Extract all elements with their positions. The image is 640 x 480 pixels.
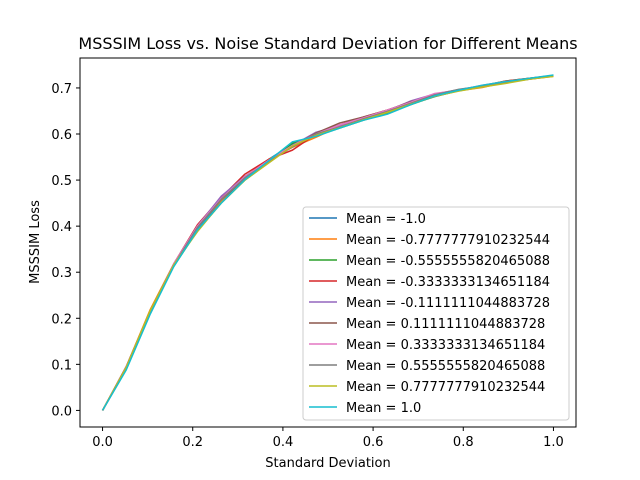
y-tick-label: 0.3 [51, 266, 72, 281]
y-tick-label: 0.4 [51, 220, 72, 235]
y-tick-label: 0.5 [51, 174, 72, 189]
x-tick-label: 1.0 [543, 435, 564, 450]
legend-label-1: Mean = -0.7777777910232544 [346, 233, 550, 248]
chart-title: MSSSIM Loss vs. Noise Standard Deviation… [78, 34, 577, 53]
y-tick-label: 0.0 [51, 404, 72, 419]
y-tick-label: 0.7 [51, 82, 72, 97]
legend-label-0: Mean = -1.0 [346, 212, 426, 227]
y-axis-label: MSSSIM Loss [28, 200, 43, 284]
x-tick-label: 0.6 [363, 435, 384, 450]
legend-label-7: Mean = 0.5555555820465088 [346, 359, 545, 374]
legend-box [302, 206, 570, 421]
plot-lines [101, 74, 554, 411]
legend-label-6: Mean = 0.3333333134651184 [346, 338, 545, 353]
series-line-9 [101, 74, 554, 411]
legend: Mean = -1.0 Mean = -0.7777777910232544 Mea… [302, 206, 570, 421]
axis-ticks: 0.0 0.2 0.4 0.6 0.8 1.0 0.0 0.1 0.2 0.3 0.4 0.5 0.6 0… [51, 82, 563, 450]
legend-label-4: Mean = -0.1111111044883728 [346, 296, 550, 311]
legend-label-3: Mean = -0.3333333134651184 [346, 275, 550, 290]
y-tick-label: 0.2 [51, 312, 72, 327]
x-tick-label: 0.2 [182, 435, 203, 450]
legend-label-2: Mean = -0.5555555820465088 [346, 254, 550, 269]
x-tick-label: 0.0 [92, 435, 113, 450]
legend-label-5: Mean = 0.1111111044883728 [346, 317, 545, 332]
y-tick-label: 0.6 [51, 128, 72, 143]
x-tick-label: 0.8 [453, 435, 474, 450]
x-axis-label: Standard Deviation [265, 456, 390, 471]
legend-label-8: Mean = 0.7777777910232544 [346, 380, 545, 395]
y-tick-label: 0.1 [51, 358, 72, 373]
x-tick-label: 0.4 [273, 435, 294, 450]
plot-area-frame [79, 57, 577, 428]
legend-label-9: Mean = 1.0 [346, 401, 421, 416]
